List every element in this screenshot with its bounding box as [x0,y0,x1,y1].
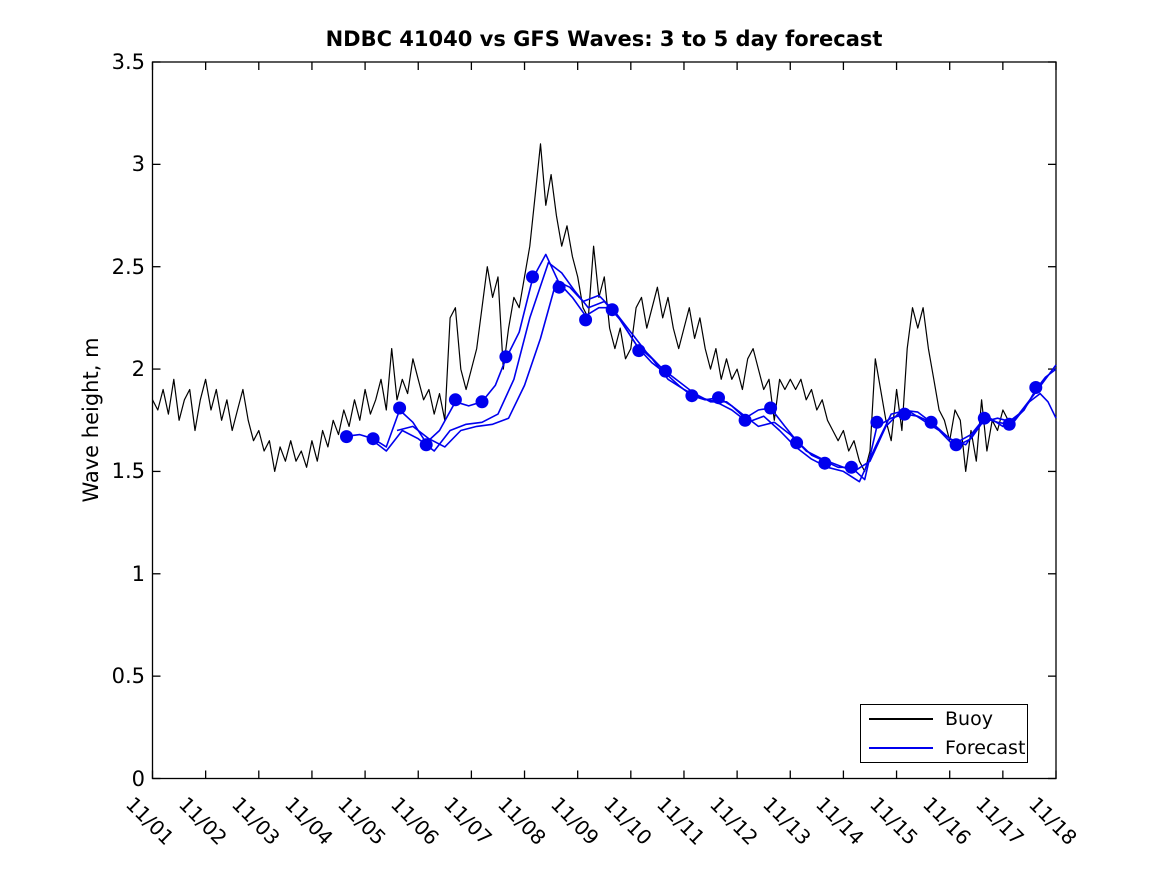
y-tick-label: 1.5 [111,459,145,484]
forecast-marker [499,350,513,364]
y-tick-label: 1 [131,561,145,586]
forecast-line-sample [869,746,933,749]
forecast-marker [579,313,593,327]
forecast-marker [448,393,462,407]
legend-entry-forecast: Forecast [861,734,1027,762]
legend-label-forecast: Forecast [945,736,1026,759]
y-tick-label: 2 [131,357,145,382]
legend-label-buoy: Buoy [945,708,993,731]
forecast-marker [393,401,407,415]
y-tick-label: 2.5 [111,254,145,279]
axes-box [151,61,1057,780]
forecast-run-1-line [343,253,1057,481]
forecast-marker [790,436,804,450]
chart-title: NDBC 41040 vs GFS Waves: 3 to 5 day fore… [325,27,883,51]
y-tick-label: 0.5 [111,664,145,689]
buoy-line-sample [869,718,933,721]
y-tick-label: 3 [131,152,145,177]
forecast-marker [870,415,884,429]
forecast-run-3-line [396,280,1057,473]
legend: Buoy Forecast [860,704,1028,763]
y-tick-label: 3.5 [111,50,145,74]
y-tick-label: 0 [131,766,145,791]
legend-entry-buoy: Buoy [861,705,1027,733]
